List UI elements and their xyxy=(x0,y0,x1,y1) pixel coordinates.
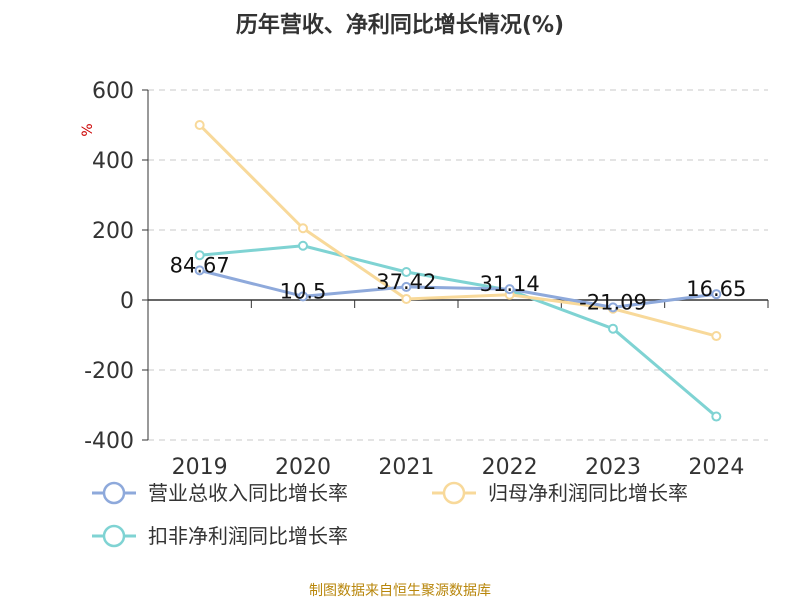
x-tick-label: 2021 xyxy=(378,455,434,480)
legend-label: 扣非净利润同比增长率 xyxy=(148,524,348,548)
data-point xyxy=(711,411,722,422)
data-label: 37.42 xyxy=(376,270,436,294)
y-tick-label: 400 xyxy=(92,149,134,174)
x-tick-label: 2024 xyxy=(688,455,744,480)
data-point xyxy=(401,293,412,304)
data-point xyxy=(194,250,205,261)
data-point xyxy=(711,289,722,300)
data-point xyxy=(608,323,618,334)
y-tick-label: -400 xyxy=(84,429,134,454)
data-point xyxy=(298,240,308,251)
x-tick-label: 2022 xyxy=(482,455,538,480)
x-tick-label: 2023 xyxy=(585,455,641,480)
data-labels: 84.67 10.5 37.42 31.14 -21.09 16.65 xyxy=(170,253,747,314)
axes: 600 400 200 0 -200 -400 2019 2020 2021 2022 2023 20… xyxy=(84,79,769,480)
data-label: -21.09 xyxy=(579,290,647,314)
y-tick-label: -200 xyxy=(84,359,134,384)
x-tick-label: 2019 xyxy=(172,455,228,480)
data-point xyxy=(608,302,618,313)
data-point xyxy=(504,284,515,295)
data-label: 84.67 xyxy=(170,253,230,277)
series-group xyxy=(194,120,722,422)
data-point xyxy=(401,281,412,292)
y-tick-label: 200 xyxy=(92,219,134,244)
y-tick-label: 0 xyxy=(120,289,134,314)
data-label: 31.14 xyxy=(480,272,540,296)
legend-swatch-marker xyxy=(442,481,466,505)
data-point xyxy=(711,331,722,342)
chart-title: 历年营收、净利同比增长情况(%) xyxy=(236,12,564,38)
data-point xyxy=(401,267,412,277)
series-line xyxy=(199,268,717,309)
series-line xyxy=(199,244,718,418)
legend-swatch-marker xyxy=(102,481,126,505)
x-tick-label: 2020 xyxy=(275,455,331,480)
source-note: 制图数据来自恒生聚源数据库 xyxy=(309,583,491,599)
data-label: 10.5 xyxy=(280,279,327,303)
y-tick-label: 600 xyxy=(92,79,134,104)
y-axis-unit: % xyxy=(80,123,96,136)
legend-label: 归母净利润同比增长率 xyxy=(488,481,688,505)
legend-label: 营业总收入同比增长率 xyxy=(148,481,348,505)
data-point xyxy=(298,291,308,302)
legend-swatch-marker xyxy=(102,524,126,548)
data-point xyxy=(194,120,205,130)
data-point xyxy=(298,223,308,234)
data-point xyxy=(194,265,205,276)
gridlines xyxy=(148,89,768,441)
series-line xyxy=(198,123,717,338)
data-label: 16.65 xyxy=(686,277,746,301)
